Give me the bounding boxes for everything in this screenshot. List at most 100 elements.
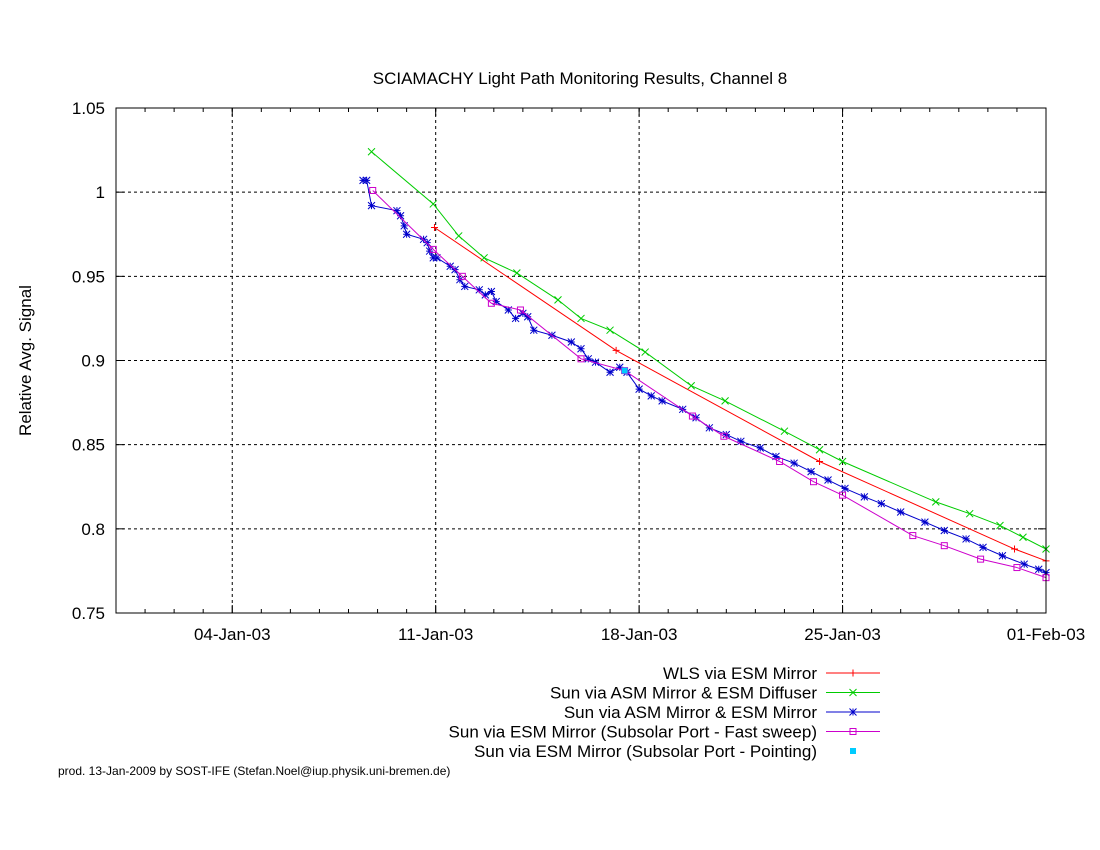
data-point xyxy=(1034,565,1043,574)
data-point xyxy=(460,282,469,291)
data-point xyxy=(423,238,432,247)
data-point xyxy=(850,748,856,754)
data-point xyxy=(446,262,455,271)
data-point xyxy=(965,509,974,518)
y-axis: 0.75 0.8 0.85 0.9 0.95 1 1.05 xyxy=(72,99,1046,623)
data-point xyxy=(577,314,585,323)
data-point xyxy=(790,459,798,468)
legend-entry: Sun via ASM Mirror & ESM Diffuser xyxy=(550,684,880,703)
data-point xyxy=(756,444,765,452)
data-point xyxy=(824,476,832,484)
data-point xyxy=(996,521,1004,530)
data-point xyxy=(1020,560,1029,569)
data-point xyxy=(1011,545,1019,553)
data-point xyxy=(816,458,824,465)
data-point xyxy=(584,354,593,363)
legend-label: Sun via ASM Mirror & ESM Diffuser xyxy=(550,684,817,703)
y-tick-label: 0.8 xyxy=(81,520,105,539)
y-tick-label: 0.75 xyxy=(72,604,105,623)
data-point xyxy=(931,498,940,506)
y-tick-label: 0.9 xyxy=(81,352,105,371)
data-point xyxy=(635,385,643,393)
data-point xyxy=(839,491,847,499)
data-point xyxy=(909,532,917,540)
data-point xyxy=(705,423,714,432)
data-point xyxy=(504,306,513,314)
series-5 xyxy=(621,367,628,374)
data-point xyxy=(591,358,600,367)
data-point xyxy=(838,457,847,466)
data-point xyxy=(849,688,857,697)
data-point xyxy=(400,221,409,230)
data-point xyxy=(487,287,496,296)
x-tick-label: 04-Jan-03 xyxy=(194,625,271,644)
plot-frame xyxy=(115,107,1047,614)
data-point xyxy=(577,355,585,363)
footer-credit: prod. 13-Jan-2009 by SOST-IFE (Stefan.No… xyxy=(58,764,451,778)
data-point xyxy=(1013,564,1021,572)
data-point xyxy=(606,326,614,335)
data-point xyxy=(612,346,620,354)
data-point xyxy=(577,344,585,353)
data-point xyxy=(658,397,666,405)
x-tick-label: 01-Feb-03 xyxy=(1007,625,1085,644)
data-point xyxy=(481,290,490,299)
data-point xyxy=(1019,533,1027,542)
y-tick-label: 0.85 xyxy=(72,436,105,455)
x-tick-label: 18-Jan-03 xyxy=(601,625,678,644)
x-axis: 04-Jan-03 11-Jan-03 18-Jan-03 25-Jan-03 01-F… xyxy=(144,108,1085,644)
data-point xyxy=(430,224,438,232)
data-point xyxy=(647,391,656,400)
data-point xyxy=(492,297,501,306)
data-point xyxy=(687,381,696,390)
data-point xyxy=(429,245,437,253)
data-point xyxy=(776,458,784,465)
data-point xyxy=(369,186,377,194)
data-point xyxy=(688,412,696,420)
series-line xyxy=(434,227,1047,562)
data-point xyxy=(606,368,614,377)
legend-label: Sun via ESM Mirror (Subsolar Port - Fast… xyxy=(449,723,817,742)
data-point xyxy=(860,492,869,501)
data-point xyxy=(810,478,817,486)
data-point xyxy=(567,338,576,346)
data-point xyxy=(621,367,628,374)
series-line xyxy=(372,190,1047,579)
data-point xyxy=(512,269,521,277)
y-tick-label: 1 xyxy=(96,183,105,202)
chart-title: SCIAMACHY Light Path Monitoring Results,… xyxy=(373,69,788,88)
data-point xyxy=(841,484,849,493)
data-point xyxy=(780,427,789,436)
data-point xyxy=(458,272,466,280)
data-point xyxy=(692,413,700,422)
legend-entry: Sun via ESM Mirror (Subsolar Port - Fast… xyxy=(449,723,880,742)
data-point xyxy=(554,296,562,304)
y-axis-label: Relative Avg. Signal xyxy=(16,285,35,436)
series-1 xyxy=(430,224,1050,565)
data-point xyxy=(529,326,538,335)
data-point xyxy=(998,551,1007,560)
data-point xyxy=(454,232,463,240)
legend-entry: Sun via ESM Mirror (Subsolar Port - Poin… xyxy=(474,742,856,761)
data-point xyxy=(736,437,745,446)
x-tick-label: 11-Jan-03 xyxy=(398,625,473,644)
data-point xyxy=(429,200,438,208)
data-point xyxy=(921,518,929,526)
data-point xyxy=(720,432,728,440)
data-point xyxy=(359,176,367,185)
data-point xyxy=(977,555,985,563)
data-point xyxy=(940,542,948,550)
legend-label: Sun via ESM Mirror (Subsolar Port - Poin… xyxy=(474,742,817,761)
legend-entry: Sun via ASM Mirror & ESM Mirror xyxy=(564,703,880,722)
data-point xyxy=(511,314,520,323)
data-point xyxy=(429,253,438,262)
series-2 xyxy=(367,147,1050,553)
series-line xyxy=(371,151,1047,550)
legend-entry: WLS via ESM Mirror xyxy=(663,664,880,683)
data-point xyxy=(849,669,857,677)
grid xyxy=(116,108,1046,613)
data-point xyxy=(849,708,857,716)
data-point xyxy=(807,467,815,476)
data-point xyxy=(433,253,441,262)
